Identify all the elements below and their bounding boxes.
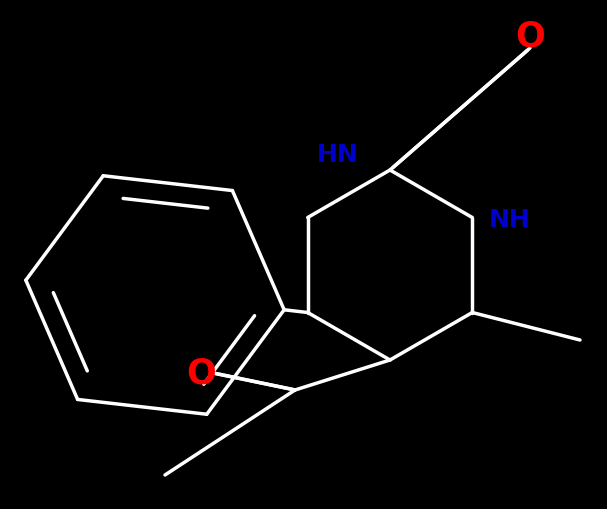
- Text: O: O: [186, 356, 216, 390]
- Text: O: O: [515, 19, 545, 53]
- Text: NH: NH: [489, 208, 531, 232]
- Text: HN: HN: [317, 143, 359, 167]
